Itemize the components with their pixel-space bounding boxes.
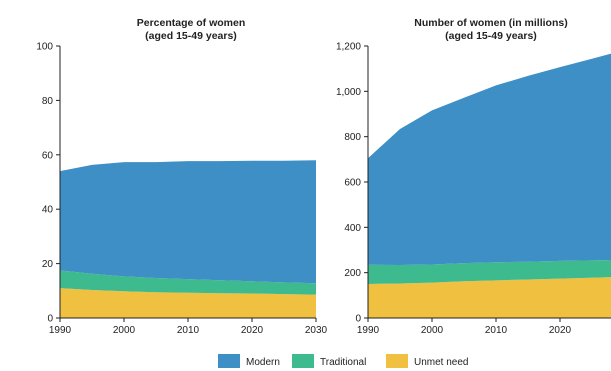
legend: Modern Traditional Unmet need (218, 354, 468, 368)
legend-swatch-modern (218, 354, 240, 368)
legend-label-modern: Modern (246, 357, 280, 368)
x-tick-label: 2020 (241, 325, 264, 336)
y-tick-label: 800 (344, 132, 361, 143)
legend-swatch-traditional (292, 354, 314, 368)
area-unmet (60, 288, 316, 318)
chart-number: Number of women (in millions) (aged 15-4… (336, 17, 611, 336)
y-tick-label: 1,200 (336, 42, 361, 53)
y-tick-label: 100 (36, 42, 53, 53)
x-tick-label: 2030 (305, 325, 328, 336)
chart-subtitle: (aged 15-49 years) (445, 30, 537, 42)
legend-label-traditional: Traditional (320, 357, 366, 368)
x-tick-label: 2020 (549, 325, 572, 336)
y-tick-label: 200 (344, 268, 361, 279)
x-tick-label: 2010 (177, 325, 200, 336)
x-tick-label: 2000 (421, 325, 444, 336)
y-tick-label: 60 (42, 150, 54, 161)
chart-percentage: Percentage of women (aged 15-49 years) 0… (36, 17, 327, 336)
chart-subtitle: (aged 15-49 years) (145, 30, 237, 42)
chart-title: Percentage of women (137, 17, 246, 29)
y-tick-label: 400 (344, 223, 361, 234)
y-tick-label: 1,000 (336, 87, 361, 98)
y-tick-label: 40 (42, 205, 54, 216)
x-tick-label: 2000 (113, 325, 136, 336)
x-tick-label: 2010 (485, 325, 508, 336)
area-traditional (368, 259, 611, 284)
x-tick-label: 1990 (357, 325, 380, 336)
y-tick-label: 80 (42, 96, 54, 107)
legend-swatch-unmet (386, 354, 408, 368)
legend-label-unmet: Unmet need (414, 357, 468, 368)
area-traditional (60, 270, 316, 295)
area-modern (368, 53, 611, 265)
y-tick-label: 600 (344, 178, 361, 189)
area-unmet (368, 277, 611, 318)
x-tick-label: 1990 (49, 325, 72, 336)
y-tick-label: 0 (47, 314, 53, 325)
y-tick-label: 20 (42, 259, 54, 270)
area-modern (60, 160, 316, 284)
chart-title: Number of women (in millions) (414, 17, 567, 29)
y-tick-label: 0 (355, 314, 361, 325)
